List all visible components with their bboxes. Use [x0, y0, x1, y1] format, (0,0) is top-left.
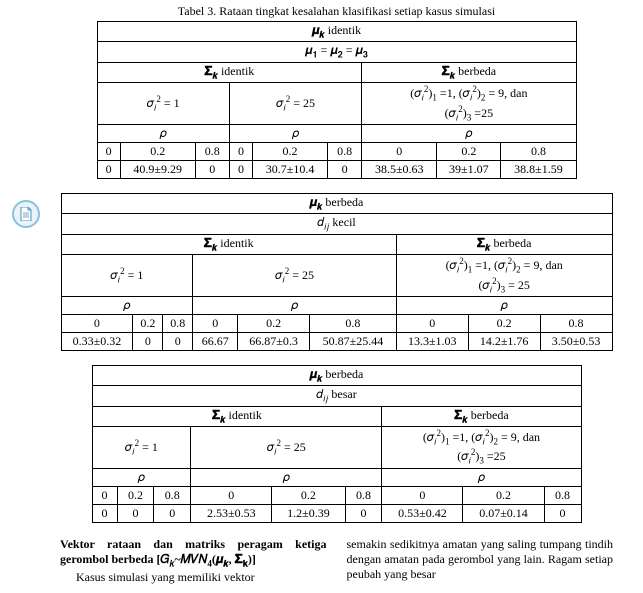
cell: 𝝁𝒌 berbeda — [61, 193, 612, 213]
cell: 𝜎𝑖2 = 1 — [92, 427, 191, 469]
cell: 𝚺𝒌 identik — [92, 406, 382, 426]
cell: 𝜌 — [92, 468, 191, 486]
footer-right-column: semakin sedikitnya amatan yang saling tu… — [347, 537, 614, 585]
cell: (𝜎𝑖2)1 =1, (𝜎𝑖2)2 = 9, dan(𝜎𝑖2)3 = 25 — [396, 255, 612, 297]
cell: 𝜌 — [193, 296, 397, 314]
footer-heading: Vektor rataan dan matriks peragam ketiga… — [60, 537, 327, 566]
cell: 𝝁𝟏 = 𝝁𝟐 = 𝝁𝟑 — [97, 42, 576, 62]
footer-columns: Vektor rataan dan matriks peragam ketiga… — [60, 537, 613, 585]
table-row: 000 2.53±0.531.2±0.390 0.53±0.420.07±0.1… — [92, 504, 581, 522]
cell: 𝜎𝑖2 = 1 — [97, 83, 229, 125]
cell: (𝜎𝑖2)1 =1, (𝜎𝑖2)2 = 9, dan(𝜎𝑖2)3 =25 — [362, 83, 576, 125]
table-1: 𝝁𝒌 identik 𝝁𝟏 = 𝝁𝟐 = 𝝁𝟑 𝚺𝒌 identik 𝚺𝒌 be… — [97, 21, 577, 179]
cell: 𝑑𝑖𝑗 kecil — [61, 214, 612, 234]
footer-right-para: semakin sedikitnya amatan yang saling tu… — [347, 537, 614, 581]
cell: 𝑑𝑖𝑗 besar — [92, 386, 581, 406]
cell: 𝚺𝒌 berbeda — [382, 406, 581, 426]
cell: 𝚺𝒌 berbeda — [362, 62, 576, 82]
cell: 𝜎𝑖2 = 25 — [229, 83, 361, 125]
cell: 𝜌 — [396, 296, 612, 314]
footer-left-para: Kasus simulasi yang memiliki vektor — [76, 570, 255, 584]
table-row: 00.20.8 00.20.8 00.20.8 — [61, 314, 612, 332]
cell: 𝜎𝑖2 = 25 — [193, 255, 397, 297]
cell: 𝜌 — [97, 124, 229, 142]
cell: 𝜌 — [61, 296, 193, 314]
cell: 𝜌 — [191, 468, 382, 486]
cell: 𝝁𝒌 berbeda — [92, 365, 581, 385]
cell: (𝜎𝑖2)1 =1, (𝜎𝑖2)2 = 9, dan(𝜎𝑖2)3 =25 — [382, 427, 581, 469]
cell: 𝚺𝒌 berbeda — [396, 234, 612, 254]
table-row: 00.20.8 00.20.8 00.20.8 — [97, 142, 576, 160]
table-3: 𝝁𝒌 berbeda 𝑑𝑖𝑗 besar 𝚺𝒌 identik 𝚺𝒌 berbe… — [92, 365, 582, 523]
table-caption: Tabel 3. Rataan tingkat kesalahan klasif… — [60, 4, 613, 19]
page-marker-icon — [12, 200, 40, 228]
footer-left-column: Vektor rataan dan matriks peragam ketiga… — [60, 537, 327, 585]
table-row: 0.33±0.3200 66.6766.87±0.350.87±25.44 13… — [61, 332, 612, 350]
cell: 𝜌 — [382, 468, 581, 486]
table-2: 𝝁𝒌 berbeda 𝑑𝑖𝑗 kecil 𝚺𝒌 identik 𝚺𝒌 berbe… — [61, 193, 613, 351]
table-row: 00.20.8 00.20.8 00.20.8 — [92, 486, 581, 504]
table-row: 040.9±9.290 030.7±10.40 38.5±0.6339±1.07… — [97, 160, 576, 178]
cell: 𝚺𝒌 identik — [97, 62, 362, 82]
cell: 𝜎𝑖2 = 25 — [191, 427, 382, 469]
cell: 𝚺𝒌 identik — [61, 234, 396, 254]
cell: 𝜌 — [229, 124, 361, 142]
cell: 𝜎𝑖2 = 1 — [61, 255, 193, 297]
cell: 𝝁𝒌 identik — [97, 22, 576, 42]
cell: 𝜌 — [362, 124, 576, 142]
